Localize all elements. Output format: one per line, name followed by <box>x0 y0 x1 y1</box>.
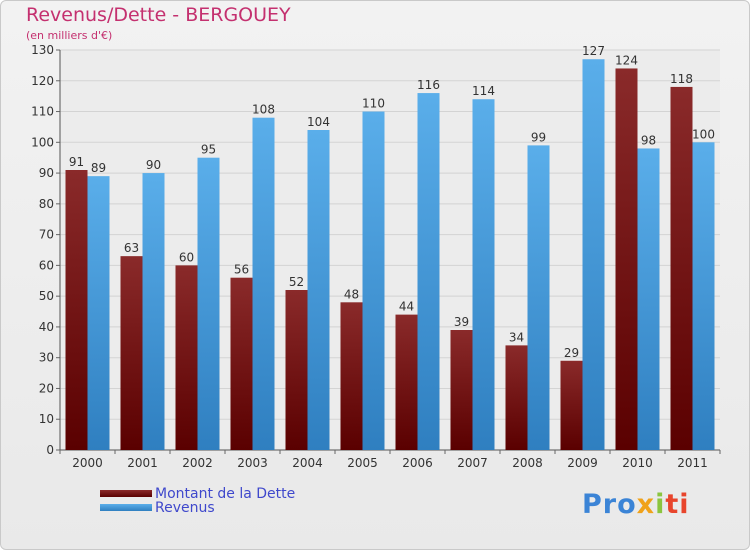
chart-subtitle: (en milliers d'€) <box>26 29 113 42</box>
data-label: 48 <box>344 287 359 301</box>
y-tick-label: 50 <box>39 289 54 303</box>
bar-revenus <box>142 173 165 451</box>
y-tick-label: 40 <box>39 320 54 334</box>
data-label: 100 <box>692 127 715 141</box>
x-tick-label: 2008 <box>512 456 543 470</box>
data-label: 52 <box>289 275 304 289</box>
bar-revenus <box>527 145 550 450</box>
data-label: 60 <box>179 250 194 264</box>
legend-swatch-debt <box>100 490 152 497</box>
y-tick-label: 60 <box>39 258 54 272</box>
bar-revenus <box>582 59 605 450</box>
data-label: 56 <box>234 263 249 277</box>
data-label: 124 <box>615 53 638 67</box>
y-tick-label: 10 <box>39 412 54 426</box>
data-label: 99 <box>531 130 546 144</box>
bar-dette <box>120 256 143 450</box>
x-tick-label: 2011 <box>677 456 708 470</box>
data-label: 91 <box>69 155 84 169</box>
legend-label-debt: Montant de la Dette <box>155 486 296 502</box>
data-label: 118 <box>670 72 693 86</box>
x-tick-label: 2005 <box>347 456 378 470</box>
bar-dette <box>670 86 693 450</box>
bar-dette <box>230 277 253 450</box>
x-tick-label: 2001 <box>127 456 158 470</box>
bar-revenus <box>197 157 220 450</box>
logo-part-2: x <box>636 489 656 520</box>
legend-swatch-revenus <box>100 504 152 511</box>
bar-revenus <box>87 176 110 450</box>
x-tick-label: 2000 <box>72 456 103 470</box>
data-label: 116 <box>417 78 440 92</box>
bar-dette <box>615 68 638 450</box>
bar-dette <box>395 314 418 450</box>
logo-part-1: Pro <box>582 489 637 520</box>
data-label: 108 <box>252 103 275 117</box>
y-tick-label: 20 <box>39 381 54 395</box>
axes <box>56 49 721 454</box>
y-tick-label: 100 <box>31 135 54 149</box>
bar-revenus <box>252 117 275 450</box>
data-label: 90 <box>146 158 161 172</box>
gridlines <box>60 49 720 451</box>
data-label: 95 <box>201 143 216 157</box>
y-tick-label: 130 <box>31 43 54 57</box>
chart-title: Revenus/Dette - BERGOUEY <box>26 4 291 26</box>
y-tick-label: 80 <box>39 197 54 211</box>
y-tick-label: 30 <box>39 351 54 365</box>
data-label: 127 <box>582 44 605 58</box>
data-label: 63 <box>124 241 139 255</box>
y-tick-label: 110 <box>31 105 54 119</box>
bar-dette <box>65 170 88 450</box>
data-label: 110 <box>362 97 385 111</box>
bar-dette <box>505 345 528 450</box>
bar-revenus <box>472 99 495 450</box>
x-tick-label: 2009 <box>567 456 598 470</box>
x-tick-label: 2010 <box>622 456 653 470</box>
bar-dette <box>285 290 308 450</box>
bar-dette <box>450 330 473 450</box>
bar-dette <box>340 302 363 450</box>
y-tick-label: 120 <box>31 74 54 88</box>
legend-label-revenus: Revenus <box>155 500 215 516</box>
data-label: 104 <box>307 115 330 129</box>
bar-dette <box>175 265 198 450</box>
x-tick-label: 2007 <box>457 456 488 470</box>
data-label: 89 <box>91 161 106 175</box>
bar-revenus <box>307 130 330 450</box>
data-label: 114 <box>472 84 495 98</box>
bars <box>65 59 715 451</box>
data-label: 29 <box>564 346 579 360</box>
logo-part-4: ti <box>665 489 690 520</box>
proxiti-logo: Proxiti <box>582 489 690 520</box>
labels: 0 10 20 30 40 50 60 70 80 90 100 110 120 130 2000 91 89 2… <box>31 43 715 470</box>
data-label: 39 <box>454 315 469 329</box>
y-tick-label: 70 <box>39 228 54 242</box>
bar-revenus <box>692 142 715 451</box>
data-label: 34 <box>509 330 524 344</box>
bar-dette <box>560 360 583 450</box>
bar-revenus <box>637 148 660 450</box>
x-tick-label: 2002 <box>182 456 213 470</box>
logo-part-3: i <box>655 489 666 520</box>
data-label: 98 <box>641 133 656 147</box>
data-label: 44 <box>399 300 414 314</box>
bar-revenus <box>362 111 385 451</box>
x-tick-label: 2004 <box>292 456 323 470</box>
x-tick-label: 2003 <box>237 456 268 470</box>
y-tick-label: 90 <box>39 166 54 180</box>
y-tick-label: 0 <box>46 443 54 457</box>
plot-area <box>60 50 720 450</box>
x-tick-label: 2006 <box>402 456 433 470</box>
bar-revenus <box>417 93 440 451</box>
